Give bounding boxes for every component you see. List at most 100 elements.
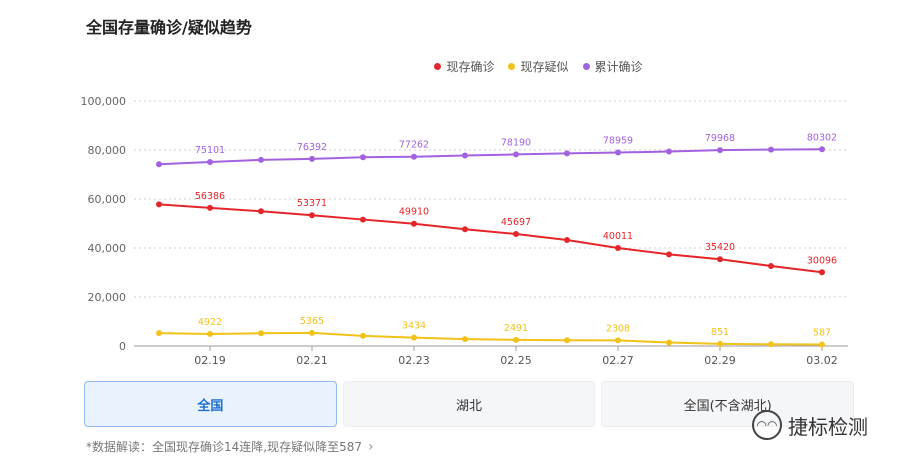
data-label: 75101: [195, 145, 225, 156]
data-point: [513, 231, 519, 238]
data-label: 40011: [603, 231, 633, 242]
legend-label: 现存确诊: [446, 60, 495, 74]
data-point: [666, 339, 672, 346]
data-point: [207, 330, 213, 337]
data-point: [666, 251, 672, 258]
data-label: 78959: [603, 136, 633, 147]
legend-dot-icon: [582, 63, 590, 70]
series-line: [158, 148, 823, 166]
data-point: [411, 153, 417, 160]
data-point: [666, 148, 672, 155]
data-point: [462, 152, 468, 159]
data-point: [309, 212, 315, 219]
data-point: [156, 330, 162, 337]
series-line: [158, 331, 823, 346]
x-tick-label: 02.21: [296, 354, 328, 367]
data-point: [156, 161, 162, 168]
y-tick-label: 0: [119, 340, 126, 353]
data-point: [309, 329, 315, 336]
legend-item-current-suspected[interactable]: 现存疑似: [508, 58, 569, 75]
chevron-right-icon: ›: [368, 438, 374, 455]
legend-label: 累计确诊: [594, 60, 643, 74]
data-label: 76392: [297, 142, 327, 153]
data-point: [513, 336, 519, 343]
data-point: [513, 151, 519, 158]
data-label: 4922: [198, 317, 222, 328]
data-point: [156, 201, 162, 208]
tab-hubei[interactable]: 湖北: [342, 381, 596, 427]
data-label: 2491: [504, 323, 528, 334]
chart-title: 全国存量确诊/疑似趋势: [86, 18, 252, 37]
data-point: [717, 340, 723, 347]
data-point: [411, 220, 417, 227]
x-tick-label: 02.29: [704, 354, 736, 367]
data-point: [615, 149, 621, 156]
data-label: 35420: [705, 242, 735, 253]
chart-legend: 现存确诊 现存疑似 累计确诊: [0, 58, 901, 75]
data-label: 78190: [501, 137, 531, 148]
data-label: 77262: [399, 140, 429, 151]
data-label: 56386: [195, 191, 225, 202]
data-interpretation-link[interactable]: *数据解读：全国现存确诊14连降,现存疑似降至587 ›: [86, 438, 374, 455]
x-tick-label: 02.27: [602, 354, 634, 367]
data-point: [819, 341, 825, 348]
data-point: [309, 155, 315, 162]
y-tick-label: 40,000: [88, 242, 127, 255]
x-tick-label: 02.23: [398, 354, 430, 367]
wechat-logo-icon: ◠◠: [752, 410, 782, 440]
region-tabs: 全国 湖北 全国(不含湖北): [84, 381, 855, 427]
data-point: [207, 159, 213, 166]
series-line: [158, 203, 823, 274]
data-label: 851: [711, 327, 729, 338]
data-point: [717, 256, 723, 263]
data-point: [819, 146, 825, 153]
data-label: 79968: [705, 133, 735, 144]
tab-nationwide[interactable]: 全国: [84, 381, 337, 427]
data-point: [564, 337, 570, 344]
data-label: 587: [813, 328, 831, 339]
data-point: [564, 150, 570, 157]
data-point: [207, 204, 213, 211]
data-label: 2308: [606, 323, 630, 334]
data-point: [258, 330, 264, 337]
legend-label: 现存疑似: [520, 60, 569, 74]
x-tick-label: 02.25: [500, 354, 532, 367]
data-point: [615, 244, 621, 251]
tab-nationwide-excluding-hubei[interactable]: 全国(不含湖北): [601, 381, 855, 427]
data-point: [768, 341, 774, 348]
data-point: [360, 332, 366, 339]
y-tick-label: 100,000: [81, 95, 127, 108]
data-label: 53371: [297, 198, 327, 209]
data-point: [768, 263, 774, 270]
data-point: [258, 208, 264, 215]
data-label: 30096: [807, 255, 837, 266]
data-point: [615, 337, 621, 344]
data-point: [768, 146, 774, 153]
data-point: [258, 156, 264, 163]
x-tick-label: 02.19: [194, 354, 226, 367]
data-point: [360, 154, 366, 161]
data-point: [411, 334, 417, 341]
data-label: 3434: [402, 321, 426, 332]
legend-item-cumulative-confirmed[interactable]: 累计确诊: [582, 58, 643, 75]
legend-dot-icon: [508, 63, 516, 70]
legend-dot-icon: [434, 63, 442, 70]
line-chart: 0 20,000 40,000 60,000 80,000 100,000 02.19 02.…: [81, 95, 848, 367]
data-point: [462, 226, 468, 233]
footnote-text: *数据解读：全国现存确诊14连降,现存疑似降至587: [86, 440, 362, 454]
watermark-text: 捷标检测: [788, 414, 868, 439]
watermark: ◠◠ 捷标检测: [752, 410, 868, 440]
data-label: 5365: [300, 316, 324, 327]
y-tick-label: 80,000: [88, 144, 127, 157]
data-point: [819, 269, 825, 276]
data-label: 49910: [399, 207, 429, 218]
legend-item-current-confirmed[interactable]: 现存确诊: [258, 58, 494, 75]
data-point: [462, 336, 468, 343]
data-point: [360, 216, 366, 223]
data-label: 80302: [807, 132, 837, 143]
x-tick-label: 03.02: [806, 354, 838, 367]
data-point: [717, 147, 723, 154]
y-tick-label: 60,000: [88, 193, 127, 206]
data-label: 45697: [501, 217, 531, 228]
data-point: [564, 237, 570, 244]
